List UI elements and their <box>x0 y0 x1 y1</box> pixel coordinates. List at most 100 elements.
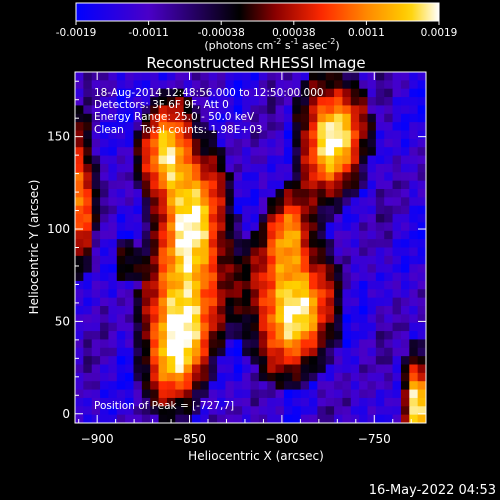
heatmap-cell <box>392 297 402 307</box>
heatmap-cell <box>359 239 368 248</box>
heatmap-cell <box>275 389 285 399</box>
heatmap-cell <box>300 356 310 365</box>
heatmap-cell <box>384 147 394 157</box>
heatmap-cell <box>334 272 343 282</box>
heatmap-cell <box>225 105 235 115</box>
heatmap-cell <box>217 381 226 391</box>
heatmap-cell <box>217 314 226 324</box>
heatmap-cell <box>242 105 251 115</box>
heatmap-cell <box>133 356 143 365</box>
heatmap-cell <box>334 113 343 123</box>
heatmap-cell <box>192 397 201 407</box>
heatmap-cell <box>375 381 385 391</box>
heatmap-cell <box>225 322 235 332</box>
heatmap-cell <box>200 289 210 299</box>
heatmap-cell <box>217 280 226 290</box>
heatmap-cell <box>350 180 360 190</box>
heatmap-cell <box>83 205 93 215</box>
heatmap-cell <box>350 247 360 257</box>
heatmap-cell <box>250 306 260 315</box>
heatmap-cell <box>292 180 302 190</box>
heatmap-cell <box>300 397 310 407</box>
heatmap-cell <box>242 389 251 399</box>
heatmap-cell <box>150 372 160 382</box>
heatmap-cell <box>175 381 185 391</box>
heatmap-cell <box>409 122 419 131</box>
heatmap-cell <box>100 197 109 207</box>
heatmap-cell <box>158 314 168 324</box>
heatmap-cell <box>367 239 377 248</box>
heatmap-cell <box>359 347 368 357</box>
heatmap-cell <box>75 339 84 349</box>
heatmap-cell <box>108 414 118 424</box>
heatmap-cell <box>334 406 343 416</box>
heatmap-cell <box>83 239 93 248</box>
heatmap-cell <box>350 255 360 265</box>
heatmap-cell <box>200 113 210 123</box>
heatmap-cell <box>208 163 218 173</box>
heatmap-cell <box>275 230 285 240</box>
heatmap-cell <box>108 80 118 90</box>
heatmap-cell <box>217 72 226 81</box>
heatmap-cell <box>183 372 193 382</box>
heatmap-cell <box>141 347 151 357</box>
heatmap-cell <box>75 389 84 399</box>
heatmap-cell <box>158 406 168 416</box>
heatmap-cell <box>392 147 402 157</box>
heatmap-cell <box>192 289 201 299</box>
heatmap-cell <box>392 289 402 299</box>
heatmap-cell <box>250 372 260 382</box>
heatmap-cell <box>384 339 394 349</box>
heatmap-cell <box>267 314 277 324</box>
heatmap-cell <box>325 347 335 357</box>
heatmap-cell <box>125 72 134 81</box>
heatmap-cell <box>325 381 335 391</box>
heatmap-cell <box>100 247 109 257</box>
heatmap-cell <box>325 80 335 90</box>
heatmap-cell <box>367 314 377 324</box>
heatmap-cell <box>267 222 277 232</box>
heatmap-cell <box>75 180 84 190</box>
heatmap-cell <box>108 155 118 165</box>
heatmap-cell <box>75 189 84 198</box>
heatmap-cell <box>116 306 126 315</box>
heatmap-cell <box>141 280 151 290</box>
heatmap-cell <box>200 280 210 290</box>
heatmap-cell <box>409 264 419 274</box>
heatmap-cell <box>133 205 143 215</box>
heatmap-cell <box>183 105 193 115</box>
heatmap-cell <box>141 306 151 315</box>
heatmap-cell <box>150 222 160 232</box>
heatmap-cell <box>108 280 118 290</box>
heatmap-cell <box>75 155 84 165</box>
heatmap-cell <box>141 372 151 382</box>
heatmap-cell <box>217 105 226 115</box>
colorbar-tick-label: -0.00038 <box>198 27 245 39</box>
heatmap-cell <box>150 331 160 340</box>
heatmap-cell <box>309 130 318 140</box>
heatmap-cell <box>233 239 243 248</box>
heatmap-cell <box>192 414 201 424</box>
heatmap-cell <box>233 180 243 190</box>
heatmap-cell <box>267 372 277 382</box>
heatmap-cell <box>317 113 327 123</box>
heatmap-cell <box>192 322 201 332</box>
heatmap-cell <box>317 163 327 173</box>
heatmap-cell <box>217 155 226 165</box>
heatmap-cell <box>183 347 193 357</box>
heatmap-cell <box>83 88 93 98</box>
heatmap-cell <box>283 163 293 173</box>
heatmap-cell <box>175 414 185 424</box>
heatmap-cell <box>217 255 226 265</box>
heatmap-cell <box>367 364 377 374</box>
heatmap-cell <box>400 306 410 315</box>
heatmap-cell <box>334 214 343 223</box>
heatmap-cell <box>275 397 285 407</box>
heatmap-cell <box>125 122 134 131</box>
heatmap-cell <box>317 205 327 215</box>
heatmap-cell <box>242 264 251 274</box>
heatmap-cell <box>75 372 84 382</box>
heatmap-cell <box>166 189 176 198</box>
heatmap-cell <box>100 80 109 90</box>
heatmap-cell <box>75 381 84 391</box>
